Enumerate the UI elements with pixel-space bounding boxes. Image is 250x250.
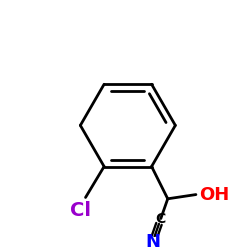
Text: C: C [156,212,166,226]
Text: N: N [145,233,160,250]
Text: Cl: Cl [70,201,91,220]
Text: OH: OH [199,186,229,204]
